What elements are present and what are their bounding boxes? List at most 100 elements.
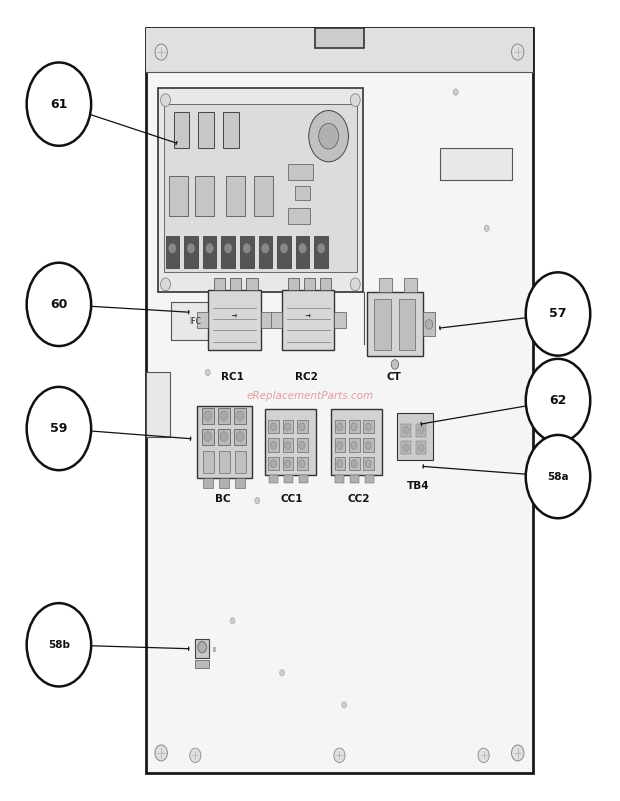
Circle shape — [512, 745, 524, 761]
Circle shape — [425, 320, 433, 329]
Circle shape — [526, 272, 590, 356]
Circle shape — [161, 278, 171, 291]
FancyBboxPatch shape — [349, 438, 360, 452]
FancyBboxPatch shape — [363, 420, 374, 433]
Circle shape — [161, 94, 171, 107]
FancyBboxPatch shape — [223, 112, 239, 148]
FancyBboxPatch shape — [169, 176, 188, 216]
FancyBboxPatch shape — [268, 420, 279, 433]
Circle shape — [204, 411, 211, 421]
FancyBboxPatch shape — [416, 424, 426, 437]
FancyBboxPatch shape — [234, 408, 246, 424]
FancyBboxPatch shape — [335, 312, 346, 328]
Circle shape — [255, 105, 260, 111]
Circle shape — [299, 460, 305, 468]
FancyBboxPatch shape — [277, 236, 291, 268]
FancyBboxPatch shape — [234, 429, 246, 445]
FancyBboxPatch shape — [170, 302, 220, 340]
FancyBboxPatch shape — [219, 451, 230, 473]
Text: eReplacementParts.com: eReplacementParts.com — [246, 392, 374, 401]
FancyBboxPatch shape — [268, 438, 279, 452]
FancyBboxPatch shape — [146, 28, 533, 773]
Circle shape — [270, 441, 277, 449]
FancyBboxPatch shape — [335, 475, 344, 483]
Text: CT: CT — [386, 372, 401, 382]
FancyBboxPatch shape — [202, 429, 214, 445]
FancyBboxPatch shape — [297, 438, 308, 452]
FancyBboxPatch shape — [247, 278, 258, 290]
FancyBboxPatch shape — [349, 420, 360, 433]
FancyBboxPatch shape — [146, 28, 533, 72]
Circle shape — [334, 748, 345, 763]
FancyBboxPatch shape — [202, 408, 214, 424]
FancyBboxPatch shape — [283, 420, 293, 433]
Circle shape — [526, 359, 590, 442]
Circle shape — [299, 423, 305, 431]
Circle shape — [391, 360, 399, 369]
Circle shape — [285, 441, 291, 449]
FancyBboxPatch shape — [218, 408, 230, 424]
FancyBboxPatch shape — [297, 420, 308, 433]
FancyBboxPatch shape — [404, 278, 417, 292]
Circle shape — [236, 411, 244, 421]
FancyBboxPatch shape — [296, 236, 309, 268]
Text: BC: BC — [215, 494, 231, 504]
Circle shape — [342, 702, 347, 708]
FancyBboxPatch shape — [219, 478, 229, 488]
Circle shape — [337, 460, 343, 468]
Circle shape — [280, 244, 288, 253]
FancyBboxPatch shape — [349, 457, 360, 470]
FancyBboxPatch shape — [166, 236, 179, 268]
FancyBboxPatch shape — [158, 88, 363, 292]
FancyBboxPatch shape — [288, 164, 313, 180]
FancyBboxPatch shape — [235, 478, 245, 488]
FancyBboxPatch shape — [440, 148, 512, 180]
FancyBboxPatch shape — [331, 409, 382, 475]
FancyBboxPatch shape — [401, 424, 411, 437]
FancyBboxPatch shape — [203, 236, 216, 268]
Circle shape — [299, 244, 306, 253]
FancyBboxPatch shape — [294, 186, 310, 200]
Text: CC2: CC2 — [347, 494, 370, 504]
Circle shape — [187, 244, 195, 253]
FancyBboxPatch shape — [365, 475, 374, 483]
FancyBboxPatch shape — [335, 420, 345, 433]
FancyBboxPatch shape — [284, 475, 293, 483]
Circle shape — [418, 426, 424, 434]
FancyBboxPatch shape — [184, 236, 198, 268]
FancyBboxPatch shape — [254, 176, 273, 216]
Circle shape — [206, 244, 213, 253]
Circle shape — [155, 745, 167, 761]
Circle shape — [205, 329, 210, 336]
Text: RC1: RC1 — [221, 372, 244, 382]
Circle shape — [204, 432, 211, 441]
Circle shape — [27, 387, 91, 470]
Circle shape — [317, 244, 325, 253]
Circle shape — [155, 44, 167, 60]
FancyBboxPatch shape — [299, 475, 308, 483]
Circle shape — [270, 423, 277, 431]
Circle shape — [478, 748, 489, 763]
FancyBboxPatch shape — [197, 312, 208, 328]
FancyBboxPatch shape — [304, 278, 316, 290]
Circle shape — [319, 123, 339, 149]
FancyBboxPatch shape — [164, 104, 356, 272]
Text: TB4: TB4 — [407, 481, 430, 490]
Circle shape — [255, 497, 260, 504]
FancyBboxPatch shape — [198, 112, 214, 148]
Circle shape — [337, 441, 343, 449]
FancyBboxPatch shape — [379, 278, 392, 292]
FancyBboxPatch shape — [335, 457, 345, 470]
Circle shape — [27, 603, 91, 686]
Circle shape — [365, 441, 371, 449]
FancyBboxPatch shape — [314, 236, 328, 268]
Circle shape — [484, 225, 489, 231]
Circle shape — [337, 423, 343, 431]
Text: 58a: 58a — [547, 472, 569, 481]
FancyBboxPatch shape — [269, 475, 278, 483]
FancyBboxPatch shape — [397, 413, 433, 460]
Circle shape — [205, 369, 210, 376]
Circle shape — [351, 460, 357, 468]
Circle shape — [169, 244, 176, 253]
FancyBboxPatch shape — [260, 312, 272, 328]
